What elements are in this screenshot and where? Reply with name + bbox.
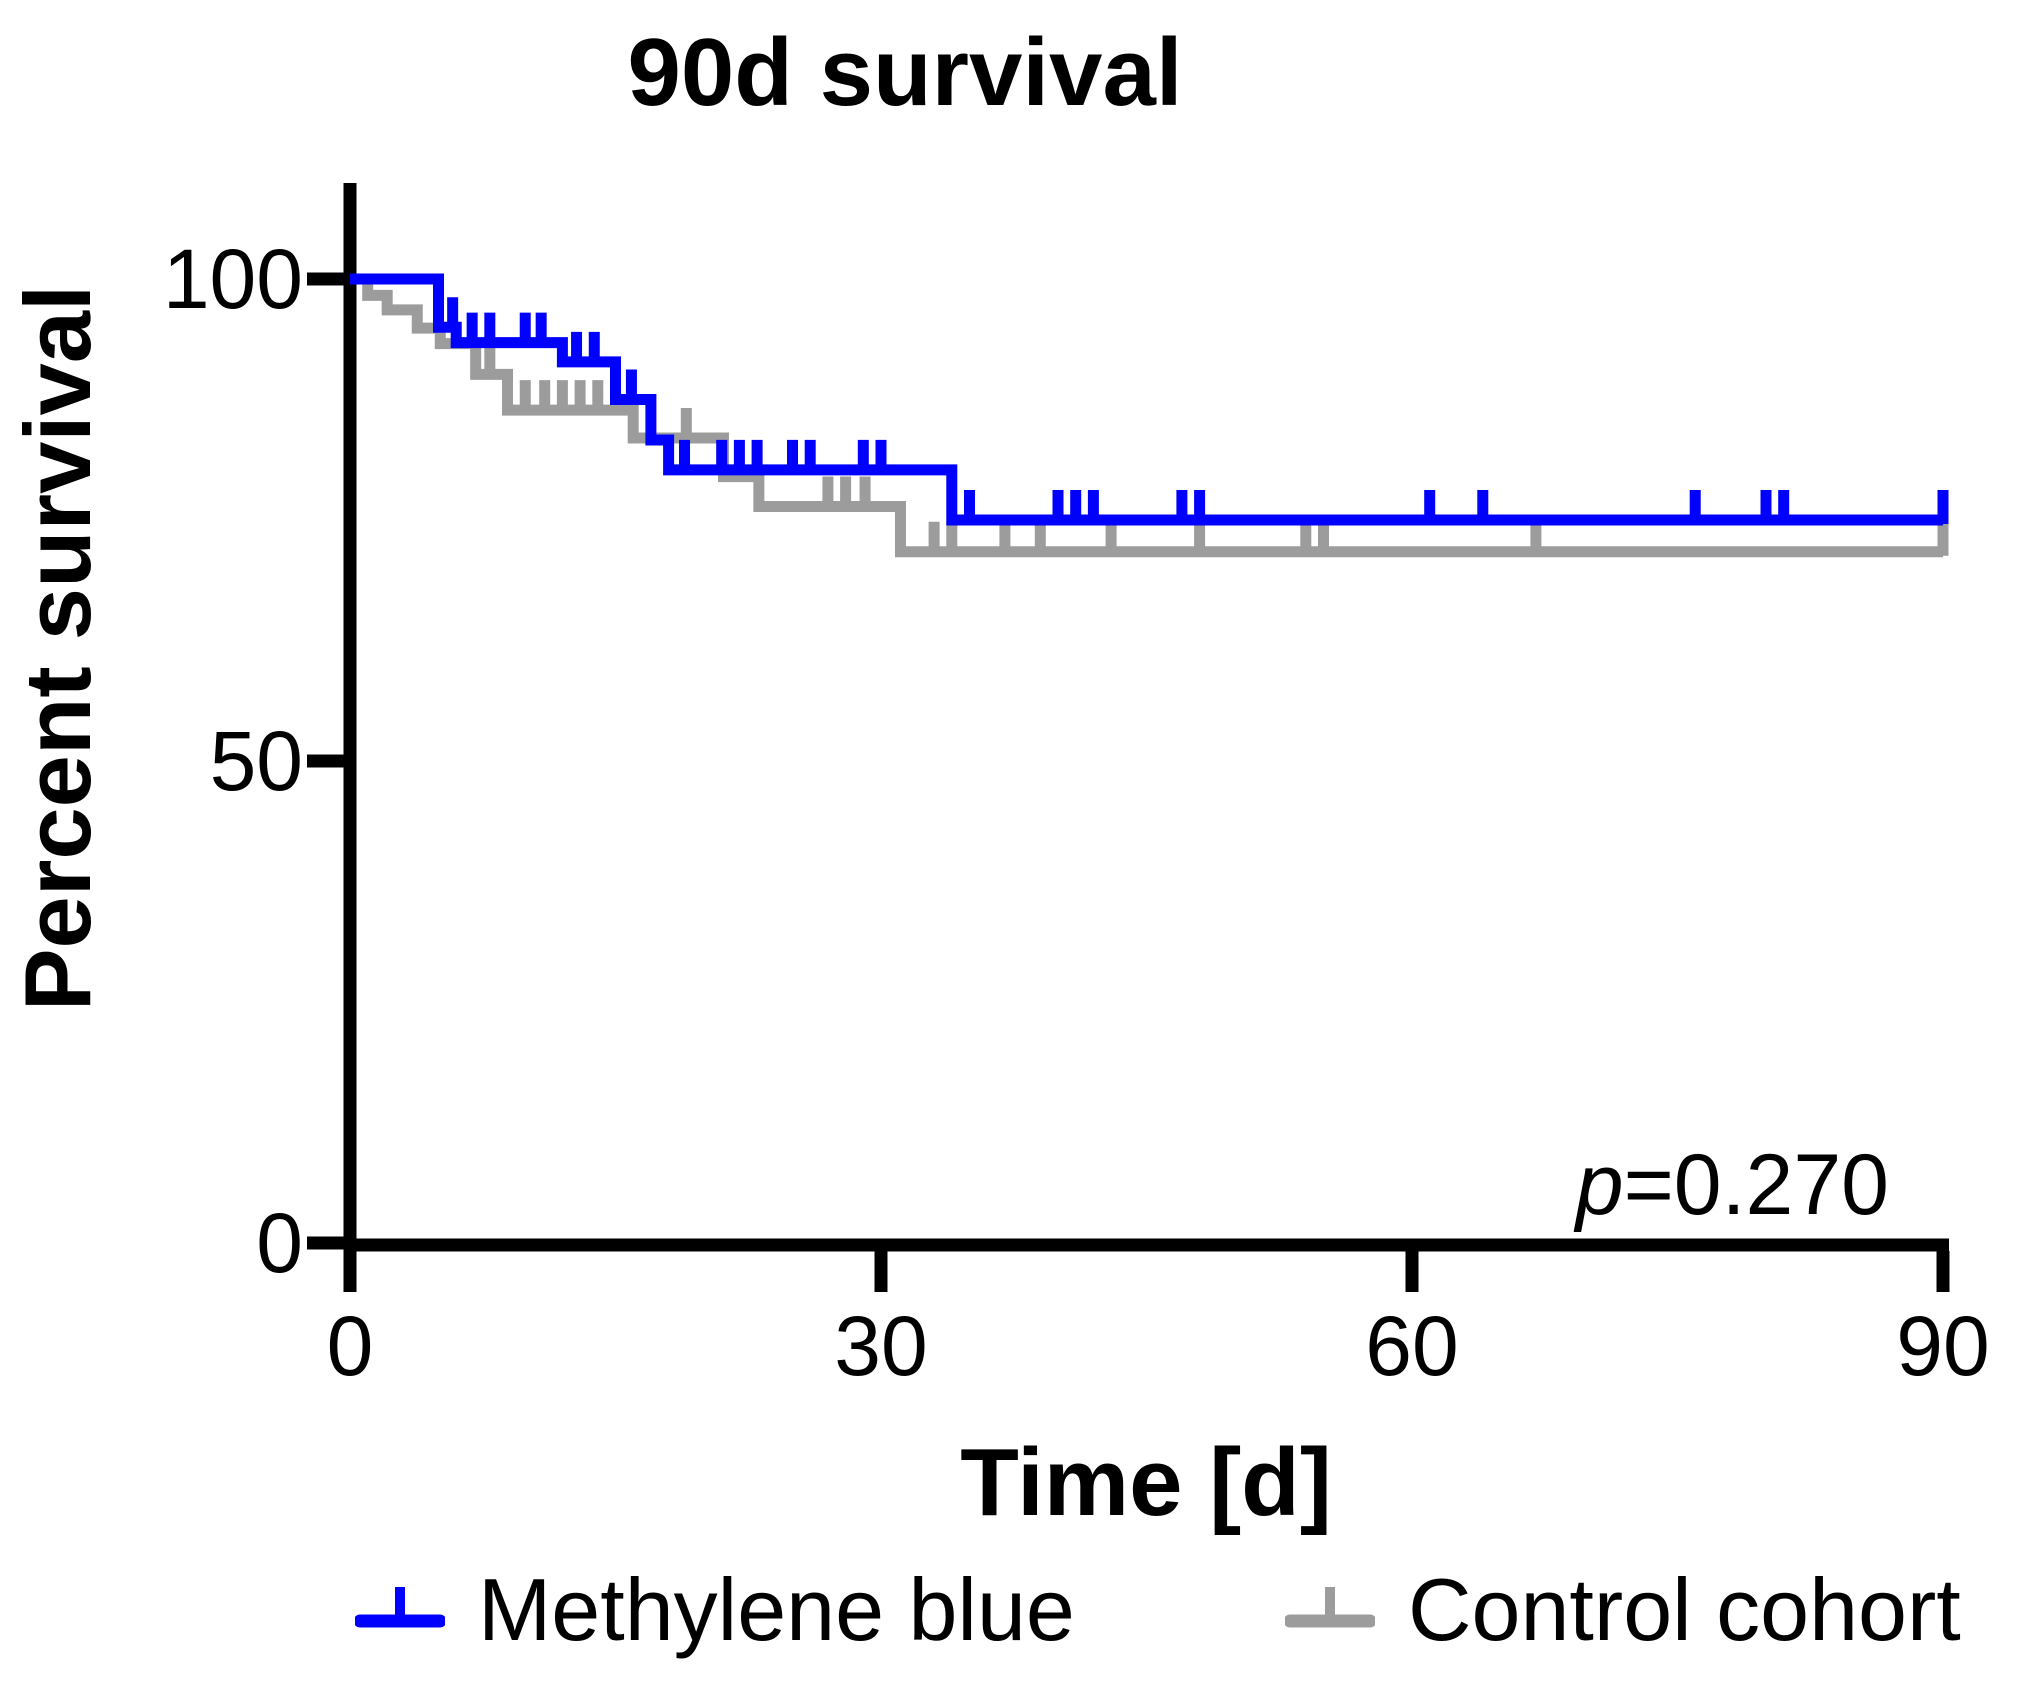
y-tick-label: 50	[209, 714, 303, 808]
survival-curve-control-cohort	[350, 273, 1943, 558]
control-cohort-line-symbol-icon	[1285, 1587, 1375, 1628]
methylene-blue-line-symbol-icon	[355, 1587, 445, 1628]
p-value-text: =0.270	[1623, 1137, 1889, 1233]
legend-label-control-cohort: Control cohort	[1408, 1560, 1961, 1659]
x-axis-title: Time [d]	[960, 1429, 1332, 1536]
legend: Methylene blue Control cohort	[0, 1560, 2019, 1660]
y-tick-label: 0	[256, 1196, 303, 1290]
y-tick-label: 100	[162, 232, 303, 326]
chart-title: 90d survival	[627, 19, 1183, 126]
x-tick-label: 60	[1365, 1299, 1459, 1393]
p-value-annotation: p=0.270	[1576, 1136, 1889, 1235]
p-symbol: p	[1575, 1137, 1624, 1233]
x-tick-label: 90	[1896, 1299, 1990, 1393]
survival-curve-methylene-blue	[350, 273, 1943, 526]
axis-ticks	[307, 272, 1950, 1292]
x-tick-label: 0	[326, 1299, 374, 1393]
series-curves	[350, 273, 1949, 558]
legend-label-methylene-blue: Methylene blue	[478, 1560, 1075, 1659]
x-tick-label: 30	[834, 1299, 928, 1393]
